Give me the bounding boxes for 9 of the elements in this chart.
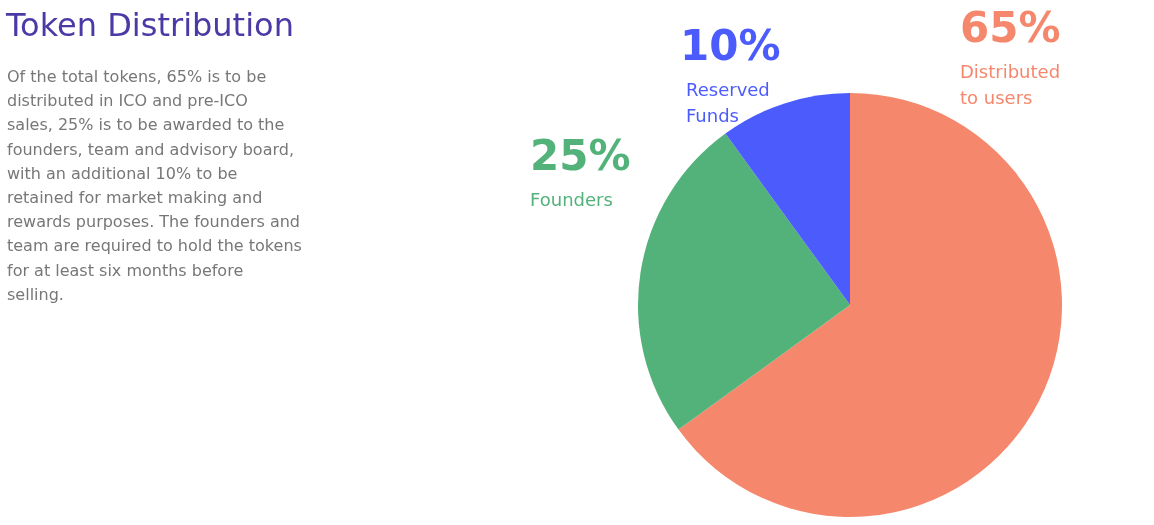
slice-label: Reserved Funds xyxy=(686,79,770,126)
pie-slice xyxy=(638,133,850,430)
text: Of the total tokens, 65% is to be distributed in ICO and pre-ICO sales, 25% is to be awarded to the founders, team and advisory board, with an additional 10% to be retained for market making and rewards purposes. The founders and team are required to hold the tokens for at least six months before selling. xyxy=(7,67,302,304)
data-label: 10% xyxy=(680,21,781,70)
data-label: 65% xyxy=(960,3,1061,52)
slice-label: Founders xyxy=(530,189,613,210)
slice-label: Distributed to users xyxy=(960,61,1061,108)
data-label: 25% xyxy=(530,131,631,180)
text: Token Distribution xyxy=(5,6,294,44)
